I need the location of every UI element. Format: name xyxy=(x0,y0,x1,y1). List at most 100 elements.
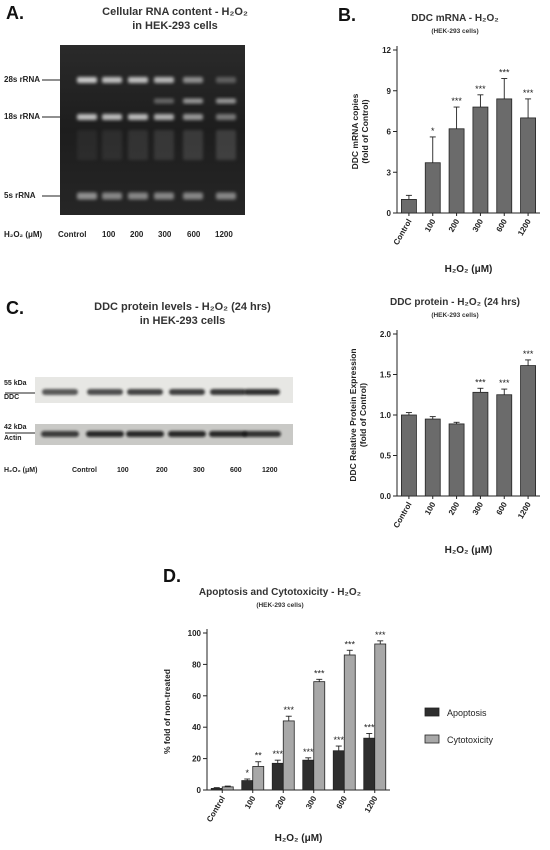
panel-c-axis-label: H₂O₂ (μM) xyxy=(4,467,38,474)
panel-b-chart: DDC mRNA - H₂O₂ (HEK-293 cells) 0 3 6 9 12 DDC … xyxy=(350,13,540,275)
x-tick-label: Control xyxy=(392,218,414,247)
gel-band xyxy=(77,77,97,83)
bar xyxy=(496,98,513,214)
blot-lane-200: 200 xyxy=(156,467,168,474)
gel-band xyxy=(128,114,148,120)
panel-c-blot xyxy=(5,377,293,445)
blot-lane-1200: 1200 xyxy=(262,467,278,474)
ddc-band xyxy=(210,389,246,395)
gel-band xyxy=(216,77,236,83)
y-tick-label: 1.5 xyxy=(380,371,392,380)
x-tick-label: 300 xyxy=(471,500,486,517)
panel-a-axis-label: H₂O₂ (μM) xyxy=(4,230,43,239)
gel-band xyxy=(154,98,174,104)
gel-band xyxy=(154,130,174,160)
significance-mark: *** xyxy=(272,749,283,759)
x-tick-label: 300 xyxy=(471,217,486,234)
gel-band xyxy=(128,192,148,200)
significance-mark: ** xyxy=(255,751,263,761)
panel-a-title-line2: in HEK-293 cells xyxy=(132,20,218,32)
gel-band xyxy=(183,114,203,120)
gel-band xyxy=(102,77,122,83)
ddc-band xyxy=(127,389,163,395)
blot-bands xyxy=(41,389,281,437)
actin-kda-label: 42 kDa xyxy=(4,424,27,431)
actin-band xyxy=(86,431,124,437)
bar xyxy=(448,423,465,497)
significance-mark: *** xyxy=(333,735,344,745)
significance-mark: *** xyxy=(303,747,314,757)
x-tick-label: 200 xyxy=(274,794,289,811)
x-tick-label: 1200 xyxy=(516,217,533,237)
significance-mark: *** xyxy=(475,377,486,387)
x-tick-label: 300 xyxy=(304,794,319,811)
legend-swatch xyxy=(424,734,440,744)
significance-mark: *** xyxy=(523,88,534,98)
gel-band xyxy=(102,114,122,120)
significance-mark: *** xyxy=(283,705,294,715)
y-tick-label: 40 xyxy=(192,723,201,732)
bar xyxy=(424,418,441,497)
bar xyxy=(221,786,234,791)
lane-label-200: 200 xyxy=(130,230,144,239)
bar xyxy=(210,788,223,791)
bar xyxy=(313,681,326,791)
legend-swatch xyxy=(424,707,440,717)
gel-band xyxy=(77,192,97,200)
actin-band xyxy=(41,431,79,437)
x-tick-label: 1200 xyxy=(516,500,533,520)
lane-label-300: 300 xyxy=(158,230,172,239)
y-tick-label: 20 xyxy=(192,755,201,764)
ddc-band xyxy=(42,389,78,395)
x-tick-label: 200 xyxy=(447,217,462,234)
panel-a-title-line1: Cellular RNA content - H₂O₂ xyxy=(102,6,248,18)
significance-mark: *** xyxy=(344,639,355,649)
panel-a-gel xyxy=(42,45,245,215)
ddc-band xyxy=(244,389,280,395)
y-tick-label: 12 xyxy=(382,46,391,55)
gel-band xyxy=(183,192,203,200)
panel-c-title-line2: in HEK-293 cells xyxy=(139,315,226,327)
bar xyxy=(363,737,376,791)
significance-mark: * xyxy=(245,768,249,778)
bar xyxy=(520,117,536,214)
y-axis-label: (fold of Control) xyxy=(360,99,370,163)
y-axis-label: DDC mRNA copies xyxy=(350,93,360,169)
y-tick-label: 0.5 xyxy=(380,452,392,461)
ddc-name-label: DDC xyxy=(4,394,20,401)
x-tick-label: 100 xyxy=(423,500,438,517)
x-tick-label: 100 xyxy=(243,794,258,811)
gel-bands xyxy=(77,77,236,200)
bar xyxy=(448,128,465,214)
significance-mark: *** xyxy=(375,630,386,640)
gel-band xyxy=(183,98,203,104)
bar xyxy=(401,414,417,497)
y-tick-label: 1.0 xyxy=(380,411,392,420)
bar xyxy=(271,762,284,791)
blot-lane-100: 100 xyxy=(117,467,129,474)
x-axis-label: H₂O₂ (μM) xyxy=(275,833,323,844)
gel-band xyxy=(216,98,236,104)
bar xyxy=(332,750,345,791)
legend-label: Apoptosis xyxy=(447,708,487,718)
blot-lane-600: 600 xyxy=(230,467,242,474)
significance-mark: *** xyxy=(314,668,325,678)
gel-band xyxy=(154,192,174,200)
blot-lane-300: 300 xyxy=(193,467,205,474)
x-axis-label: H₂O₂ (μM) xyxy=(445,264,493,275)
x-tick-label: 100 xyxy=(423,217,438,234)
gel-band xyxy=(128,77,148,83)
bar xyxy=(520,365,536,497)
chart-subtitle: (HEK-293 cells) xyxy=(256,602,303,609)
y-axis-label: (fold of Control) xyxy=(358,383,368,447)
bar xyxy=(401,199,417,214)
x-tick-label: 600 xyxy=(495,217,510,234)
y-tick-label: 0 xyxy=(197,786,202,795)
actin-band xyxy=(243,431,281,437)
gel-band xyxy=(216,114,236,120)
bar xyxy=(282,720,295,791)
y-tick-label: 80 xyxy=(192,660,201,669)
y-tick-label: 6 xyxy=(387,128,392,137)
gel-band xyxy=(102,192,122,200)
panel-b-letter: B. xyxy=(338,5,356,25)
